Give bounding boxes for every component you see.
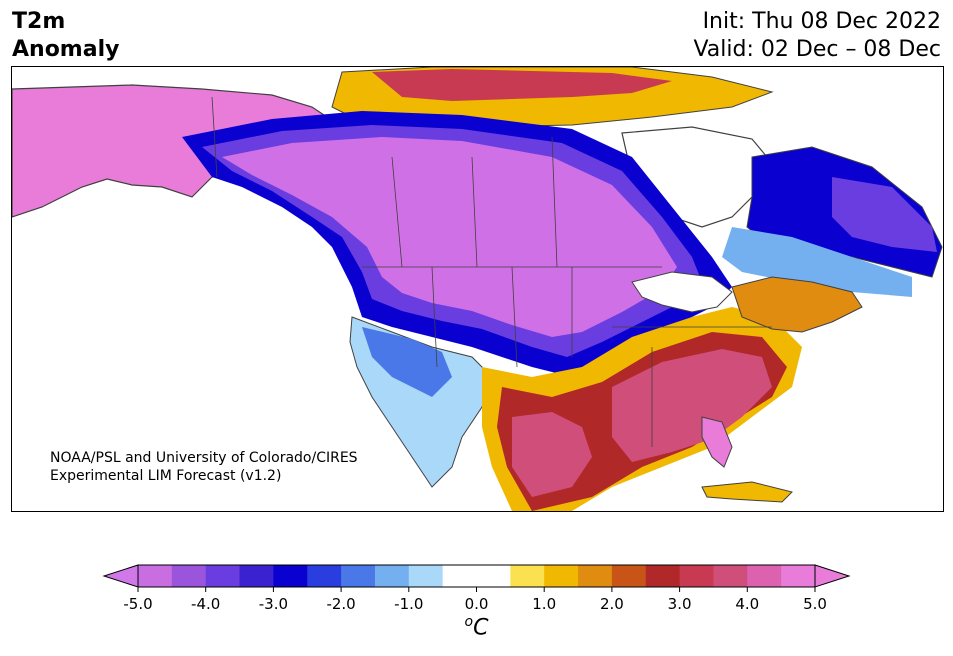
colorbar-swatch [747, 565, 782, 587]
title-line-1: T2m [12, 9, 66, 34]
colorbar-swatch [476, 565, 511, 587]
northeast-warm [731, 276, 863, 333]
colorbar-swatch [611, 565, 647, 587]
plot-title: T2m Anomaly [12, 8, 119, 64]
map-credit: NOAA/PSL and University of Colorado/CIRE… [50, 449, 358, 485]
colorbar-swatch [307, 565, 342, 587]
southwest-cool [362, 327, 452, 397]
colorbar-swatch [544, 565, 579, 587]
continent-cold-extreme [222, 137, 677, 337]
colorbar-swatch [273, 565, 308, 587]
colorbar-swatch [510, 565, 545, 587]
texas-hot-pink [512, 412, 592, 497]
colorbar-swatch [781, 565, 816, 587]
great-lakes [631, 271, 733, 313]
colorbar-tick-label: 1.0 [532, 595, 556, 613]
map-svg [12, 67, 943, 511]
colorbar-swatch [374, 565, 410, 587]
colorbar-units: oC [0, 614, 953, 640]
init-date: Init: Thu 08 Dec 2022 [702, 9, 941, 34]
anomaly-map: NOAA/PSL and University of Colorado/CIRE… [11, 66, 944, 512]
colorbar-tick-label: -1.0 [394, 595, 423, 613]
colorbar-swatch [679, 565, 714, 587]
florida-extreme [701, 416, 733, 468]
colorbar-tick-label: 3.0 [668, 595, 692, 613]
colorbar-swatch [341, 565, 376, 587]
colorbar-swatch [205, 565, 241, 587]
colorbar-over-arrow [814, 564, 851, 588]
credit-line-2: Experimental LIM Forecast (v1.2) [50, 468, 282, 484]
colorbar-swatch [239, 565, 274, 587]
colorbar-tick-label: 0.0 [465, 595, 489, 613]
colorbar-tick-label: 5.0 [803, 595, 827, 613]
degree-symbol: o [464, 614, 474, 630]
colorbar-swatch [408, 565, 444, 587]
colorbar-tick-label: 4.0 [735, 595, 759, 613]
colorbar-swatch [171, 565, 207, 587]
arctic-islands-hot [372, 69, 672, 101]
labrador-cold [832, 177, 937, 252]
colorbar-swatch [442, 565, 477, 587]
colorbar-swatch [645, 565, 681, 587]
colorbar-tick-label: 2.0 [600, 595, 624, 613]
colorbar-ticks: -5.0 -4.0 -3.0 -2.0 -1.0 0.0 1.0 2.0 3.0 4.0 5.0 [123, 587, 827, 613]
colorbar-tick-label: -2.0 [326, 595, 355, 613]
celsius-label: C [473, 615, 489, 641]
colorbar-swatches [102, 564, 851, 588]
cuba [701, 481, 793, 503]
colorbar-tick-label: -3.0 [259, 595, 288, 613]
credit-line-1: NOAA/PSL and University of Colorado/CIRE… [50, 450, 358, 466]
colorbar-tick-label: -4.0 [191, 595, 220, 613]
colorbar-swatch [578, 565, 613, 587]
forecast-dates: Init: Thu 08 Dec 2022 Valid: 02 Dec – 08… [693, 8, 941, 64]
valid-range: Valid: 02 Dec – 08 Dec [693, 37, 941, 62]
colorbar-swatch [713, 565, 748, 587]
colorbar-under-arrow [102, 564, 139, 588]
title-line-2: Anomaly [12, 37, 120, 62]
colorbar: -5.0 -4.0 -3.0 -2.0 -1.0 0.0 1.0 2.0 3.0 4.0 5.0 [102, 564, 851, 613]
colorbar-swatch [138, 565, 173, 587]
political-borders [211, 96, 772, 447]
quebec-light-blue [722, 227, 912, 297]
colorbar-tick-label: -5.0 [123, 595, 152, 613]
